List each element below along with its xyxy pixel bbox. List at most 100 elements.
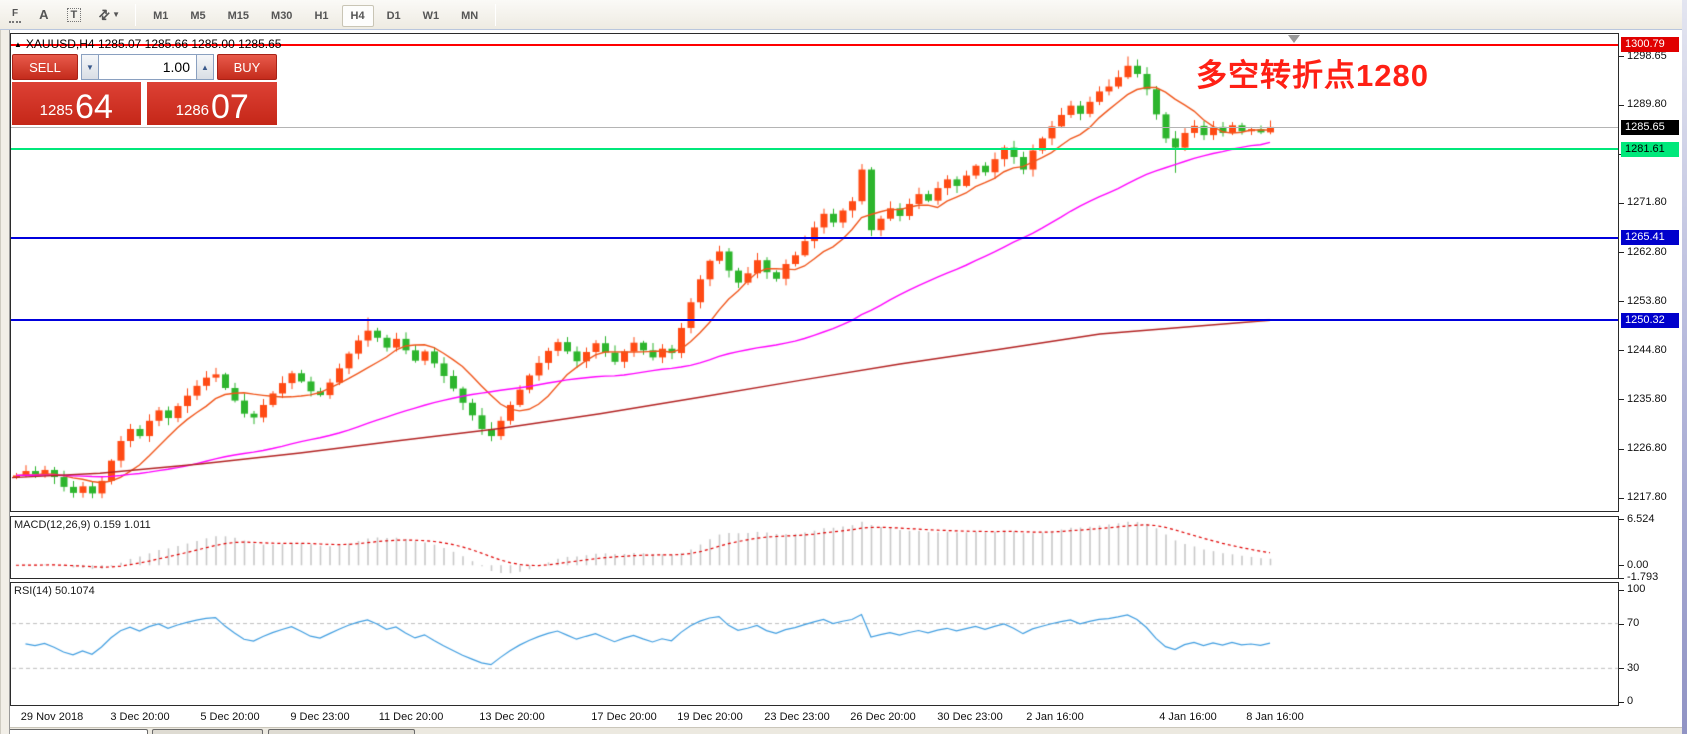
volume-decrease-button[interactable]: ▼ — [81, 54, 99, 80]
chevron-down-icon: ▼ — [112, 10, 121, 19]
price-badge: 1265.41 — [1621, 230, 1679, 246]
level-line-1250.32[interactable] — [11, 319, 1618, 322]
macd-axis-label: 0.00 — [1627, 558, 1649, 571]
price-tick-label: 1217.80 — [1627, 491, 1667, 504]
toolbar-separator — [495, 3, 497, 26]
buy-price-small: 1286 — [175, 102, 210, 119]
rsi-tick-mark — [1619, 668, 1624, 670]
sell-price-small: 1285 — [39, 102, 74, 119]
rsi-tick-mark — [1619, 623, 1624, 625]
price-tick-label: 1253.80 — [1627, 294, 1667, 307]
buy-price-big: 07 — [211, 88, 249, 126]
chart-tab[interactable] — [268, 729, 415, 734]
price-tick-label: 1235.80 — [1627, 392, 1667, 405]
date-tick-label: 17 Dec 20:00 — [591, 711, 657, 723]
price-badge: 1281.61 — [1621, 141, 1679, 157]
date-tick-label: 8 Jan 16:00 — [1246, 711, 1304, 723]
toolbar: F A T ⇄ ▼ M1 M5 M15 M30 H1 H4 D1 W1 MN — [0, 0, 1687, 30]
tf-button-m5[interactable]: M5 — [190, 9, 206, 22]
tf-button-m30[interactable]: M30 — [271, 9, 293, 22]
rsi-tick-mark — [1619, 589, 1624, 591]
rsi-panel[interactable] — [10, 582, 1619, 706]
tf-button-d1[interactable]: D1 — [386, 9, 401, 22]
date-tick-label: 30 Dec 23:00 — [937, 711, 1003, 723]
date-tick-label: 11 Dec 20:00 — [378, 711, 444, 723]
price-tick-mark — [1619, 252, 1624, 254]
date-tick-label: 5 Dec 20:00 — [200, 711, 260, 723]
price-tick-mark — [1619, 56, 1624, 58]
dotted-grid-f-icon[interactable]: F — [9, 6, 22, 23]
price-box-divider — [140, 82, 148, 125]
tf-button-h4[interactable]: H4 — [341, 4, 374, 27]
rsi-label: RSI(14) 50.1074 — [14, 585, 95, 597]
price-tick-label: 1262.80 — [1627, 245, 1667, 258]
date-axis[interactable]: 29 Nov 2018 3 Dec 20:00 5 Dec 20:00 9 Dec 2… — [10, 706, 1620, 727]
price-tick-mark — [1619, 448, 1624, 450]
sell-button[interactable]: SELL — [12, 54, 78, 80]
date-tick-label: 9 Dec 23:00 — [290, 711, 350, 723]
price-tick-mark — [1619, 301, 1624, 303]
chart-title: ▲ XAUUSD,H4 1285.07 1285.66 1285.00 1285.… — [14, 37, 282, 51]
date-tick-label: 3 Dec 20:00 — [110, 711, 170, 723]
rsi-tick-mark — [1619, 701, 1624, 703]
price-tick-label: 1289.80 — [1627, 98, 1667, 111]
price-tick-mark — [1619, 399, 1624, 401]
window-left-frame — [0, 30, 10, 734]
date-tick-label: 13 Dec 20:00 — [479, 711, 545, 723]
buy-button[interactable]: BUY — [217, 54, 277, 80]
text-label-icon[interactable]: A — [39, 7, 49, 22]
rsi-axis-label: 100 — [1627, 583, 1646, 596]
tf-button-w1[interactable]: W1 — [422, 9, 440, 22]
price-tick-label: 1226.80 — [1627, 442, 1667, 455]
price-tick-mark — [1619, 104, 1624, 106]
diagonal-arrows-icon: ⇄ — [95, 4, 114, 24]
date-tick-label: 29 Nov 2018 — [20, 711, 84, 723]
macd-axis-label: 6.524 — [1627, 512, 1655, 525]
price-tick-label: 1271.80 — [1627, 196, 1667, 209]
volume-stepper: ▼ ▲ — [81, 54, 214, 80]
chart-tab[interactable] — [152, 729, 263, 734]
rsi-axis-label: 30 — [1627, 661, 1640, 674]
date-tick-label: 4 Jan 16:00 — [1159, 711, 1217, 723]
arrow-tools-icon[interactable]: ⇄ ▼ — [95, 5, 121, 23]
macd-tick-mark — [1619, 565, 1624, 567]
price-tick-label: 1244.80 — [1627, 343, 1667, 356]
price-badge: 1285.65 — [1621, 119, 1679, 135]
tf-button-m1[interactable]: M1 — [153, 9, 169, 22]
chart-tab[interactable] — [8, 729, 148, 734]
price-tick-mark — [1619, 202, 1624, 204]
date-tick-label: 26 Dec 20:00 — [850, 711, 916, 723]
macd-label: MACD(12,26,9) 0.159 1.011 — [14, 519, 151, 531]
volume-input[interactable] — [99, 54, 196, 80]
buy-price-box[interactable]: 1286 07 — [147, 82, 277, 125]
timeframe-group: M1 M5 M15 M30 H1 H4 D1 W1 MN — [142, 4, 489, 27]
text-box-icon[interactable]: T — [66, 7, 82, 22]
tf-button-h1[interactable]: H1 — [314, 9, 329, 22]
level-line-1281.61[interactable] — [11, 148, 1618, 151]
price-tick-mark — [1619, 350, 1624, 352]
rsi-axis-label: 0 — [1627, 695, 1634, 708]
rsi-axis-label: 70 — [1627, 617, 1640, 630]
macd-tick-mark — [1619, 519, 1624, 521]
macd-axis-label: -1.793 — [1627, 571, 1659, 584]
window-right-scroll-strip[interactable] — [1682, 0, 1687, 734]
chart-tab-strip — [0, 727, 1687, 734]
price-badge: 1250.32 — [1621, 312, 1679, 328]
date-tick-label: 19 Dec 20:00 — [677, 711, 743, 723]
tf-button-m15[interactable]: M15 — [227, 9, 250, 22]
sell-price-box[interactable]: 1285 64 — [12, 82, 141, 125]
toolbar-separator — [135, 3, 137, 26]
level-line-1285.65[interactable] — [11, 126, 1618, 128]
tf-button-mn[interactable]: MN — [461, 9, 479, 22]
price-tick-mark — [1619, 497, 1624, 499]
date-tick-label: 23 Dec 23:00 — [764, 711, 830, 723]
volume-increase-button[interactable]: ▲ — [196, 54, 214, 80]
chart-shift-triangle-icon[interactable] — [1288, 35, 1300, 43]
one-click-trade-panel: SELL ▼ ▲ BUY 1285 64 1286 07 — [12, 54, 277, 125]
macd-panel[interactable] — [10, 516, 1619, 579]
price-badge: 1300.79 — [1621, 37, 1679, 53]
level-line-1265.41[interactable] — [11, 236, 1618, 239]
annotation-text: 多空转折点1280 — [1196, 58, 1429, 93]
title-triangle-icon: ▲ — [14, 40, 22, 49]
macd-tick-mark — [1619, 577, 1624, 579]
